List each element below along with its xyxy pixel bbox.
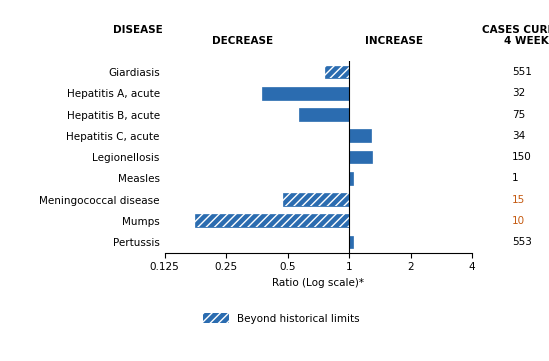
Bar [325, 66, 349, 78]
Bar [194, 214, 349, 227]
Text: DISEASE: DISEASE [114, 25, 163, 35]
Bar [349, 151, 372, 164]
Text: INCREASE: INCREASE [365, 36, 423, 46]
Text: 10: 10 [512, 216, 525, 226]
Text: 150: 150 [512, 152, 532, 162]
Text: DECREASE: DECREASE [212, 36, 273, 46]
Bar [262, 87, 349, 100]
Text: 34: 34 [512, 131, 525, 141]
Bar [299, 108, 349, 121]
Bar [283, 193, 349, 206]
Text: 32: 32 [512, 88, 525, 98]
Text: 553: 553 [512, 237, 532, 247]
Bar [349, 172, 352, 185]
Text: 15: 15 [512, 195, 525, 205]
X-axis label: Ratio (Log scale)*: Ratio (Log scale)* [272, 278, 365, 288]
Text: 1: 1 [512, 173, 519, 183]
Text: 4 WEEKS: 4 WEEKS [505, 36, 549, 46]
Bar [325, 66, 349, 78]
Text: 75: 75 [512, 109, 525, 119]
Bar [349, 129, 371, 142]
Legend: Beyond historical limits: Beyond historical limits [199, 309, 364, 328]
Bar [349, 236, 354, 248]
Bar [194, 214, 349, 227]
Text: 551: 551 [512, 67, 532, 77]
Bar [283, 193, 349, 206]
Text: CASES CURRENT: CASES CURRENT [482, 25, 549, 35]
